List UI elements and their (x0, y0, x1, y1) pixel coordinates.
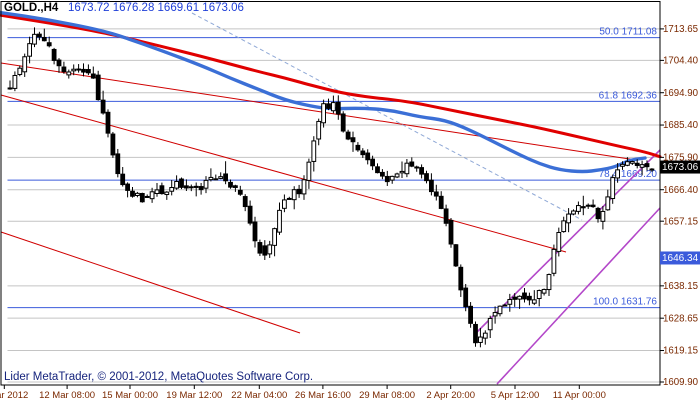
svg-text:1685.40: 1685.40 (663, 120, 699, 131)
svg-text:1657.15: 1657.15 (663, 216, 698, 227)
svg-text:15 Mar 00:00: 15 Mar 00:00 (102, 390, 158, 401)
svg-text:11 Apr 00:00: 11 Apr 00:00 (553, 390, 606, 401)
svg-text:29 Mar 08:00: 29 Mar 08:00 (359, 390, 415, 401)
svg-text:100.0 1631.76: 100.0 1631.76 (593, 297, 657, 308)
svg-text:Lider MetaTrader, © 2001-2012,: Lider MetaTrader, © 2001-2012, MetaQuote… (4, 371, 313, 383)
svg-text:78.4 1669.20: 78.4 1669.20 (599, 169, 658, 180)
svg-text:1704.40: 1704.40 (663, 56, 699, 67)
svg-text:1646.34: 1646.34 (662, 253, 699, 264)
svg-text:1628.65: 1628.65 (663, 313, 698, 324)
svg-text:7 Mar 2012: 7 Mar 2012 (0, 390, 28, 401)
svg-text:1619.15: 1619.15 (663, 346, 698, 357)
svg-text:5 Apr 12:00: 5 Apr 12:00 (491, 390, 540, 401)
svg-text:2 Apr 20:00: 2 Apr 20:00 (426, 390, 475, 401)
svg-text:1666.40: 1666.40 (663, 185, 699, 196)
svg-text:1673.06: 1673.06 (662, 162, 699, 173)
svg-text:19 Mar 12:00: 19 Mar 12:00 (166, 390, 222, 401)
svg-text:61.8 1692.36: 61.8 1692.36 (599, 90, 658, 101)
svg-text:1609.90: 1609.90 (663, 377, 699, 388)
svg-text:1673.72 1676.28 1669.61 1673.0: 1673.72 1676.28 1669.61 1673.06 (68, 2, 244, 14)
svg-text:1694.90: 1694.90 (663, 88, 699, 99)
svg-text:50.0 1711.08: 50.0 1711.08 (599, 27, 657, 38)
svg-text:1713.65: 1713.65 (663, 24, 698, 35)
svg-text:22 Mar 04:00: 22 Mar 04:00 (231, 390, 287, 401)
svg-text:12 Mar 08:00: 12 Mar 08:00 (39, 390, 95, 401)
svg-text:GOLD.,H4: GOLD.,H4 (4, 2, 59, 14)
svg-text:1638.15: 1638.15 (663, 281, 698, 292)
svg-text:26 Mar 16:00: 26 Mar 16:00 (295, 390, 351, 401)
